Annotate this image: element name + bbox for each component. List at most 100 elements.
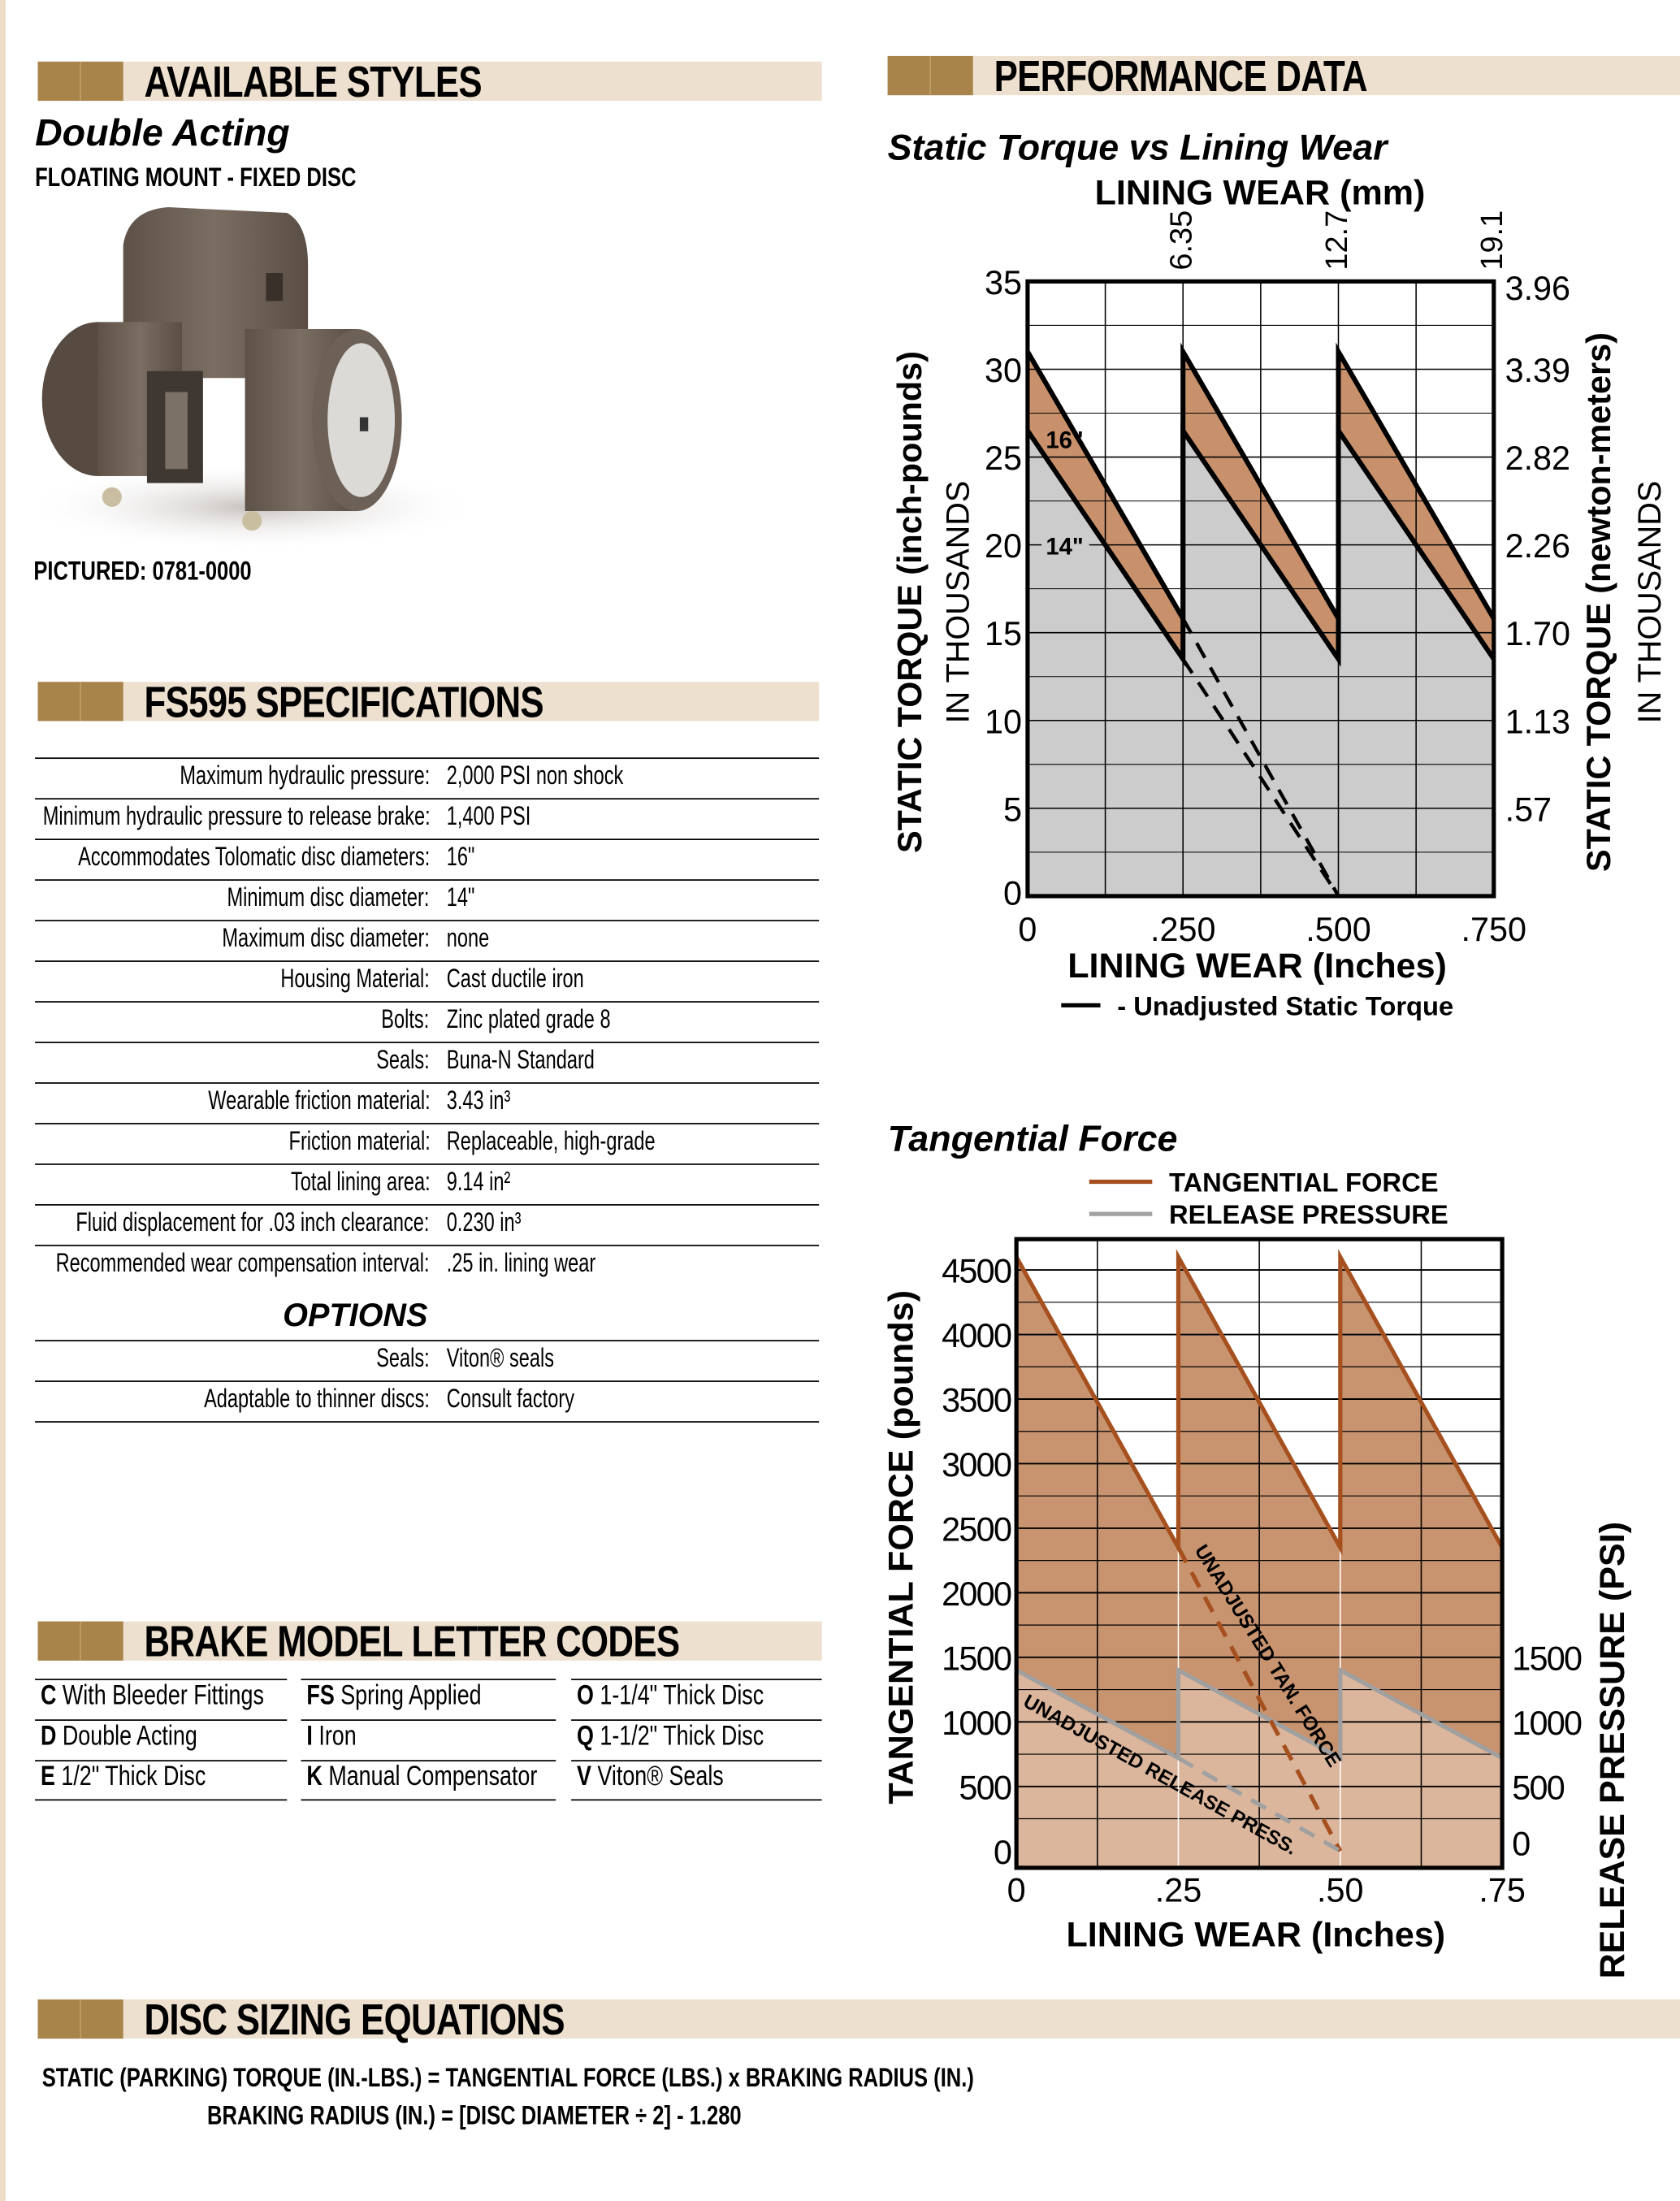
letter-code-item: C With Bleeder Fittings [35, 1679, 288, 1719]
spec-row: Recommended wear compensation interval:.… [35, 1245, 820, 1287]
spec-value: Buna-N Standard [446, 1046, 595, 1076]
y-tick-label: 500 [959, 1769, 1011, 1806]
spec-row: Minimum disc diameter: 14" [35, 879, 820, 921]
y-tick-label: 3500 [942, 1381, 1011, 1419]
y2-tick-label: 500 [1512, 1769, 1565, 1806]
y-tick-label: 30 [985, 352, 1022, 389]
header-block [37, 1999, 123, 2039]
section-title: AVAILABLE STYLES [144, 57, 483, 106]
spec-value: 16" [446, 843, 475, 873]
code-description: Manual Compensator [328, 1761, 538, 1792]
y2-axis-title: STATIC TORQUE (newton-meters) [1580, 332, 1617, 872]
spec-label: Minimum hydraulic pressure to release br… [42, 802, 431, 832]
header-block [37, 61, 123, 102]
letter-code-item: Q 1-1/2" Thick Disc [571, 1719, 822, 1760]
tangential-force-line [1014, 1249, 1505, 1556]
letter-code-item: FS Spring Applied [301, 1679, 556, 1719]
code-description: Double Acting [62, 1720, 197, 1752]
spec-value: 3.43 in³ [446, 1086, 511, 1116]
y-tick-label: 10 [985, 703, 1022, 740]
y2-tick-label: 3.39 [1505, 352, 1570, 389]
spec-row: Bolts: Zinc plated grade 8 [35, 1001, 820, 1043]
spec-label: Friction material: [288, 1127, 431, 1157]
letter-codes-header: BRAKE MODEL LETTER CODES [37, 1617, 822, 1666]
legend-label: RELEASE PRESSURE [1169, 1199, 1448, 1229]
spec-row: Seals: Buna-N Standard [35, 1042, 820, 1084]
x-tick-label: .500 [1305, 911, 1370, 948]
code-description: Spring Applied [340, 1679, 482, 1711]
y-tick-label: 4000 [942, 1317, 1011, 1354]
available-styles-header: AVAILABLE STYLES [37, 58, 822, 106]
y2-tick-label: 1.70 [1505, 615, 1570, 652]
spec-row: Maximum disc diameter: none [35, 920, 820, 962]
spec-label: Maximum disc diameter: [222, 924, 431, 954]
y-tick-label: 1000 [942, 1705, 1011, 1742]
letter-code-item: V Viton® Seals [571, 1760, 822, 1800]
spec-value: Zinc plated grade 8 [446, 1005, 611, 1035]
letter-code-item: I Iron [301, 1719, 556, 1760]
spec-row: Maximum hydraulic pressure: 2,000 PSI non… [35, 757, 820, 799]
specifications-header: FS595 SPECIFICATIONS [37, 678, 820, 726]
y-axis-subtitle: IN THOUSANDS [941, 481, 976, 724]
torque-line-16in [1025, 342, 1496, 628]
code-description: 1/2" Thick Disc [61, 1761, 206, 1792]
y-tick-label: 15 [985, 615, 1022, 652]
y-tick-label: 4500 [942, 1253, 1011, 1290]
pictured-model: PICTURED: 0781-0000 [33, 557, 252, 587]
x-tick-label: .25 [1155, 1871, 1202, 1909]
option-value: Consult factory [446, 1384, 574, 1415]
spec-label: Bolts: [382, 1005, 431, 1035]
x-axis-title: LINING WEAR (Inches) [1066, 1915, 1445, 1954]
x2-tick-label: 19.1 [1475, 210, 1509, 271]
y-tick-label: 25 [985, 440, 1022, 477]
disc-sizing-header: DISC SIZING EQUATIONS [37, 1995, 1680, 2044]
code-description: With Bleeder Fittings [62, 1679, 264, 1711]
options-heading: OPTIONS [283, 1296, 428, 1333]
code-description: 1-1/2" Thick Disc [600, 1720, 764, 1752]
spec-row: Accommodates Tolomatic disc diameters: 16… [35, 838, 820, 881]
code-description: Iron [318, 1720, 357, 1752]
spec-row: Wearable friction material: 3.43 in³ [35, 1082, 820, 1124]
section-title: DISC SIZING EQUATIONS [144, 1995, 565, 2045]
spec-label: Housing Material: [280, 964, 431, 994]
y-tick-label: 35 [985, 264, 1022, 301]
y2-tick-label: 3.96 [1505, 270, 1570, 307]
y-tick-label: 20 [985, 527, 1022, 565]
code-letter: C [40, 1679, 57, 1711]
x-tick-label: 0 [1007, 1871, 1026, 1909]
code-description: Viton® Seals [597, 1761, 724, 1792]
table-bottom-rule [35, 1421, 820, 1423]
code-letter: O [577, 1679, 594, 1711]
y-tick-label: 1500 [942, 1640, 1011, 1677]
code-letter: I [306, 1720, 313, 1752]
performance-data-header: PERFORMANCE DATA [887, 52, 1680, 101]
letter-code-item: O 1-1/4" Thick Disc [571, 1679, 822, 1719]
spec-value: .25 in. lining wear [446, 1249, 596, 1279]
spec-label: Recommended wear compensation interval: [56, 1249, 431, 1279]
spec-value: 9.14 in² [446, 1168, 511, 1198]
spec-value: 1,400 PSI [446, 802, 531, 832]
legend-label: TANGENTIAL FORCE [1169, 1168, 1439, 1198]
series-label-16in: 16" [1046, 427, 1083, 453]
spec-value: Cast ductile iron [446, 964, 584, 994]
code-letter: K [306, 1761, 323, 1792]
section-title: PERFORMANCE DATA [994, 51, 1368, 102]
y2-tick-label: 1.13 [1505, 703, 1570, 740]
spec-value: 14" [446, 883, 475, 913]
y-tick-label: 2500 [942, 1510, 1011, 1548]
style-name: Double Acting [35, 111, 290, 154]
code-letter: D [40, 1720, 57, 1752]
unadjusted-release-pressure-line [1177, 1756, 1342, 1853]
code-letter: Q [577, 1720, 594, 1752]
style-subtitle: FLOATING MOUNT - FIXED DISC [35, 163, 357, 193]
option-row: Adaptable to thinner discs: Consult facto… [35, 1380, 820, 1423]
unadjusted-torque-line [1181, 657, 1340, 898]
unadjusted-torque-line [1181, 617, 1340, 897]
x-tick-label: .50 [1317, 1871, 1363, 1909]
y-axis-title: STATIC TORQUE (inch-pounds) [891, 351, 929, 853]
letter-code-item: K Manual Compensator [301, 1760, 556, 1800]
spec-value: 0.230 in³ [446, 1208, 522, 1238]
unadjusted-tangential-force-line [1176, 1546, 1343, 1852]
x2-tick-label: 12.7 [1320, 210, 1354, 271]
